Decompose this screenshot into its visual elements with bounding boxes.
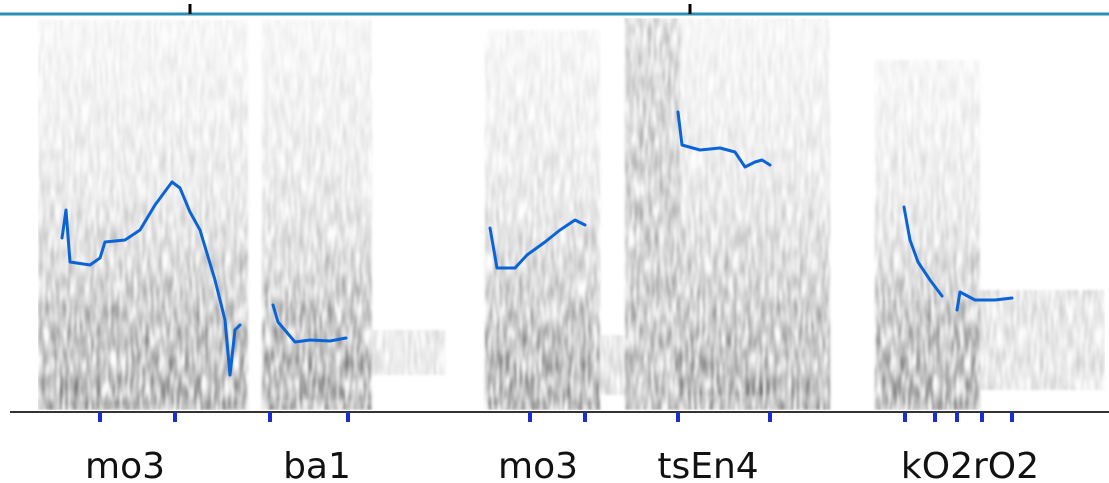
syllable-label: mo3 (85, 446, 165, 483)
pitch-contour (60, 180, 242, 377)
spectral-region (880, 300, 980, 405)
spectral-region (625, 18, 680, 410)
syllable-label: kO2rO2 (901, 446, 1039, 483)
syllable-label: tsEn4 (657, 446, 758, 483)
pitch-contour (902, 205, 944, 298)
pitch-contour (676, 110, 772, 169)
spectral-region (370, 330, 445, 375)
spectral-region (55, 305, 245, 405)
boundary-ticks (98, 412, 1014, 422)
pitch-contour (955, 290, 1014, 312)
spectrogram (38, 18, 1105, 410)
spectral-region (485, 310, 600, 405)
spectral-region (680, 320, 770, 395)
pitch-contours (60, 110, 1014, 377)
syllable-label: mo3 (498, 446, 578, 483)
syllable-label: ba1 (283, 446, 351, 483)
pitch-contour (488, 218, 587, 270)
spectral-region (262, 300, 372, 400)
spectral-region (980, 290, 1105, 390)
pitch-contour (271, 303, 348, 344)
